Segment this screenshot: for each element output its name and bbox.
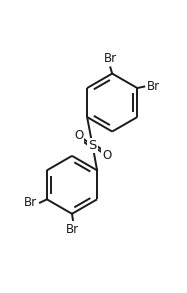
Text: Br: Br: [104, 52, 117, 64]
Text: Br: Br: [24, 196, 37, 209]
Text: Br: Br: [147, 80, 160, 93]
Text: S: S: [88, 139, 97, 152]
Text: Br: Br: [66, 223, 79, 236]
Text: O: O: [74, 129, 83, 142]
Text: O: O: [102, 149, 111, 162]
